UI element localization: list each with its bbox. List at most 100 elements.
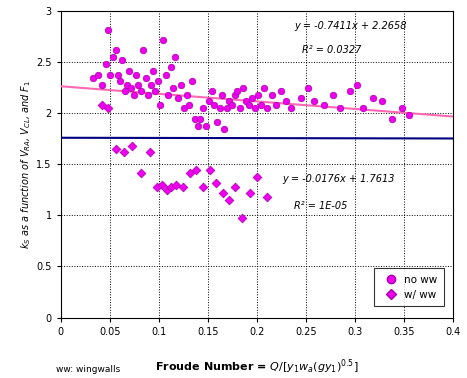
Point (246, 190, 254, 196)
Point (221, 126, 228, 132)
Point (147, 82, 155, 88)
Point (239, 214, 246, 220)
Point (224, 105, 231, 112)
Point (159, 37, 166, 43)
Y-axis label: $k_S$ as a function of $V_{RA}$, $V_{CL}$, and $F_1$: $k_S$ as a function of $V_{RA}$, $V_{CL}… (20, 80, 34, 249)
Point (139, 47, 147, 53)
Point (119, 57, 126, 64)
Point (310, 98, 318, 104)
Point (134, 82, 142, 88)
Point (263, 194, 270, 200)
Point (330, 92, 337, 98)
Point (218, 92, 225, 98)
Point (127, 85, 135, 91)
Point (149, 68, 156, 74)
Point (297, 95, 304, 101)
Point (146, 149, 154, 155)
Text: y = -0.0176x + 1.7613: y = -0.0176x + 1.7613 (283, 174, 395, 184)
Point (254, 92, 262, 98)
Point (167, 184, 174, 190)
Point (253, 174, 261, 180)
Point (114, 71, 121, 77)
Point (346, 88, 354, 94)
Point (154, 78, 162, 84)
Point (192, 167, 200, 173)
Point (226, 197, 233, 203)
Point (102, 61, 110, 67)
Point (405, 112, 413, 118)
Point (268, 92, 276, 98)
Point (120, 149, 128, 155)
Point (126, 68, 133, 74)
Point (240, 85, 247, 91)
Point (199, 184, 207, 190)
Point (232, 92, 239, 98)
Text: ww: wingwalls: ww: wingwalls (56, 365, 120, 374)
Point (172, 54, 179, 60)
Point (137, 170, 145, 176)
Point (112, 146, 120, 152)
Point (177, 82, 185, 88)
Point (359, 105, 367, 112)
Point (229, 102, 236, 108)
Point (320, 102, 327, 108)
Point (248, 95, 256, 101)
Point (98, 102, 106, 108)
Point (181, 105, 188, 112)
Point (202, 122, 210, 129)
Point (175, 95, 182, 101)
Point (191, 116, 199, 122)
Point (287, 105, 295, 112)
Point (158, 182, 165, 188)
Point (219, 190, 226, 196)
Point (353, 82, 361, 88)
Point (128, 143, 136, 149)
Point (164, 92, 171, 98)
Point (94, 71, 102, 77)
Point (104, 105, 112, 112)
Point (205, 98, 212, 104)
Point (260, 85, 268, 91)
Point (112, 47, 120, 53)
Point (173, 182, 180, 188)
Point (162, 71, 170, 77)
Text: R² = 1E-05: R² = 1E-05 (294, 201, 347, 211)
Point (304, 85, 311, 91)
Point (236, 105, 244, 112)
Point (194, 122, 202, 129)
Point (133, 71, 140, 77)
Point (124, 82, 131, 88)
Point (156, 102, 163, 108)
Point (98, 82, 106, 88)
Point (212, 180, 219, 186)
Text: Froude Number = $Q/[y_1 w_a (gy_1)^{0.5}]$: Froude Number = $Q/[y_1 w_a (gy_1)^{0.5}… (155, 357, 359, 376)
Point (242, 98, 250, 104)
Point (379, 98, 386, 104)
Point (116, 78, 123, 84)
Point (277, 88, 285, 94)
Point (163, 187, 170, 193)
Point (336, 105, 344, 112)
Point (130, 92, 138, 98)
Point (106, 71, 113, 77)
Point (104, 27, 112, 33)
Point (251, 105, 259, 112)
Point (234, 88, 241, 94)
Point (199, 105, 207, 112)
Point (216, 105, 223, 112)
Point (142, 75, 150, 81)
Legend: no ww, w/ ww: no ww, w/ ww (374, 268, 444, 306)
Point (398, 105, 406, 112)
Point (232, 184, 239, 190)
Point (245, 102, 253, 108)
Point (188, 78, 196, 84)
Point (144, 92, 152, 98)
Point (210, 102, 218, 108)
Point (389, 116, 396, 122)
Text: y = -0.7411x + 2.2658: y = -0.7411x + 2.2658 (294, 20, 407, 31)
Point (263, 105, 270, 112)
Text: R² = 0.0327: R² = 0.0327 (302, 45, 361, 55)
Point (213, 119, 220, 125)
Point (208, 88, 215, 94)
Point (257, 102, 264, 108)
